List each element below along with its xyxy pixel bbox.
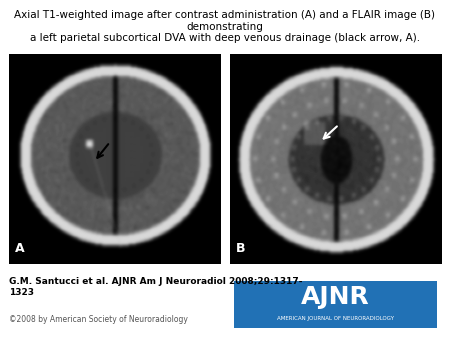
Text: B: B <box>236 242 245 255</box>
Text: AJNR: AJNR <box>301 285 369 309</box>
Text: G.M. Santucci et al. AJNR Am J Neuroradiol 2008;29:1317-
1323: G.M. Santucci et al. AJNR Am J Neuroradi… <box>9 277 302 296</box>
Text: A: A <box>15 242 25 255</box>
Text: AMERICAN JOURNAL OF NEURORADIOLOGY: AMERICAN JOURNAL OF NEURORADIOLOGY <box>277 316 394 321</box>
Text: ©2008 by American Society of Neuroradiology: ©2008 by American Society of Neuroradiol… <box>9 315 188 324</box>
Text: Axial T1-weighted image after contrast administration (A) and a FLAIR image (B) : Axial T1-weighted image after contrast a… <box>14 10 436 43</box>
